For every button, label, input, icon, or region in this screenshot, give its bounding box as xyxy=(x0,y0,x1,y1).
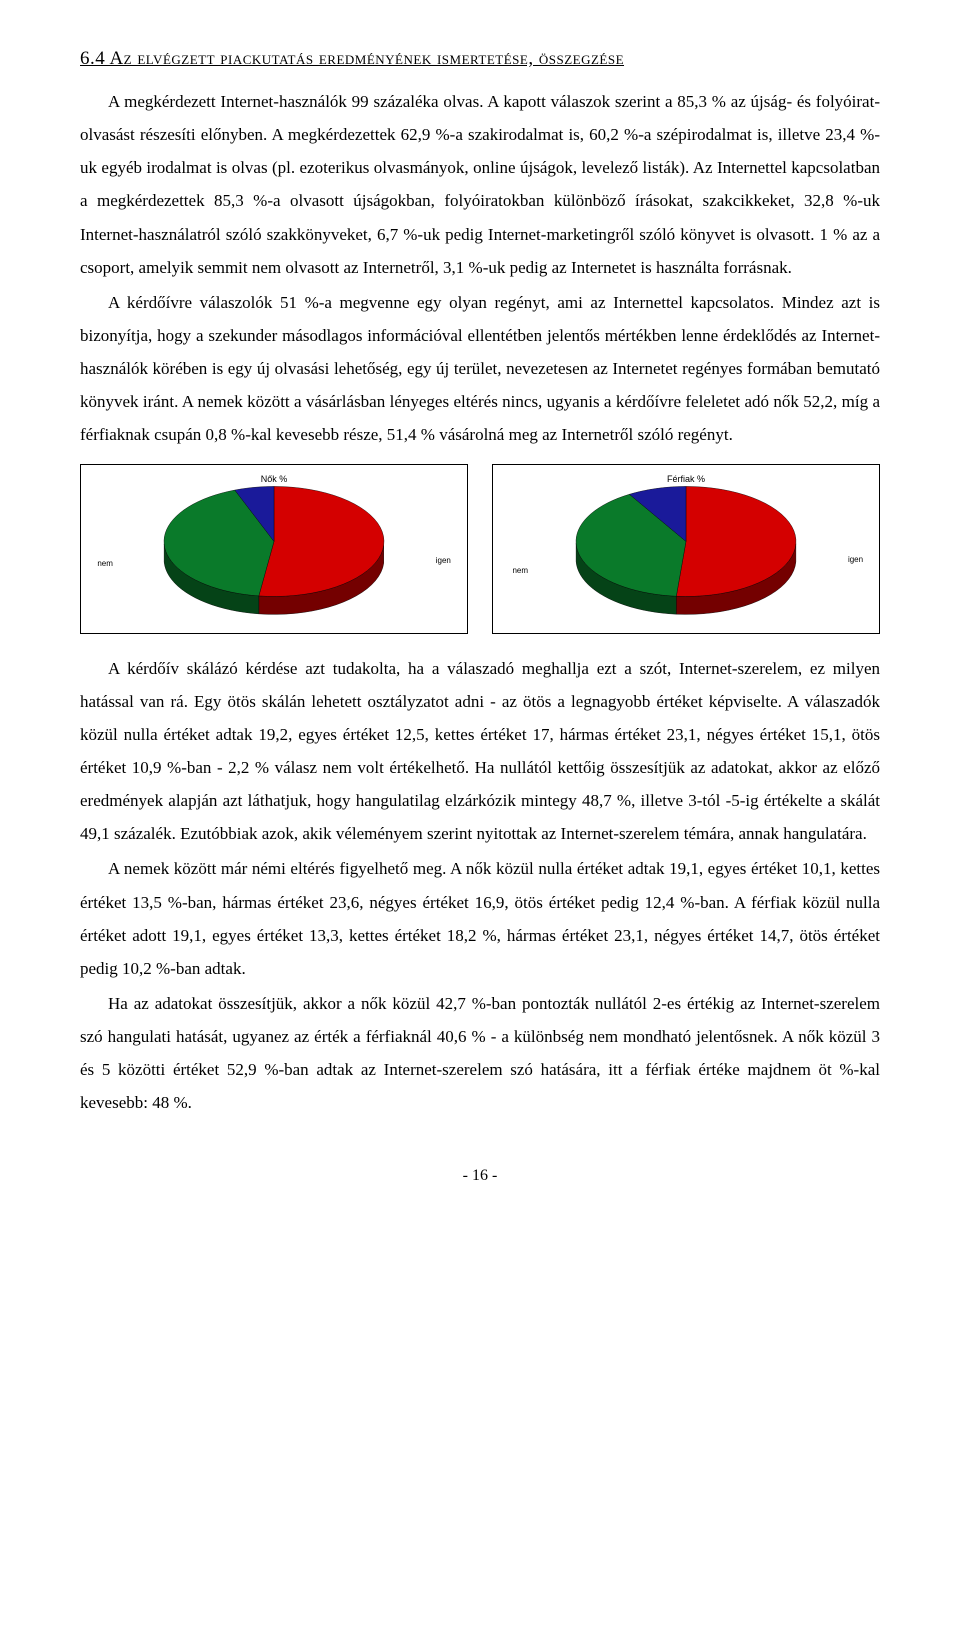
paragraph-4: A nemek között már némi eltérés figyelhe… xyxy=(80,852,880,985)
pie-svg xyxy=(546,471,826,631)
pie-svg xyxy=(134,471,414,631)
paragraph-5: Ha az adatokat összesítjük, akkor a nők … xyxy=(80,987,880,1120)
paragraph-3: A kérdőív skálázó kérdése azt tudakolta,… xyxy=(80,652,880,851)
paragraph-2: A kérdőívre válaszolók 51 %-a megvenne e… xyxy=(80,286,880,452)
pie-slice-label: igen xyxy=(848,552,863,568)
paragraph-1: A megkérdezett Internet-használók 99 szá… xyxy=(80,85,880,284)
pie-slice-label: igen xyxy=(436,554,451,570)
charts-row: Nők % igennem Férfiak % igennem xyxy=(80,464,880,634)
pie-chart-women: Nők % igennem xyxy=(80,464,468,634)
pie-slice-label: nem xyxy=(97,556,113,572)
page-number: - 16 - xyxy=(80,1160,880,1191)
section-heading: 6.4 Az elvégzett piackutatás eredményéne… xyxy=(80,40,880,77)
pie-chart-men: Férfiak % igennem xyxy=(492,464,880,634)
pie-slice-label: nem xyxy=(512,564,528,580)
